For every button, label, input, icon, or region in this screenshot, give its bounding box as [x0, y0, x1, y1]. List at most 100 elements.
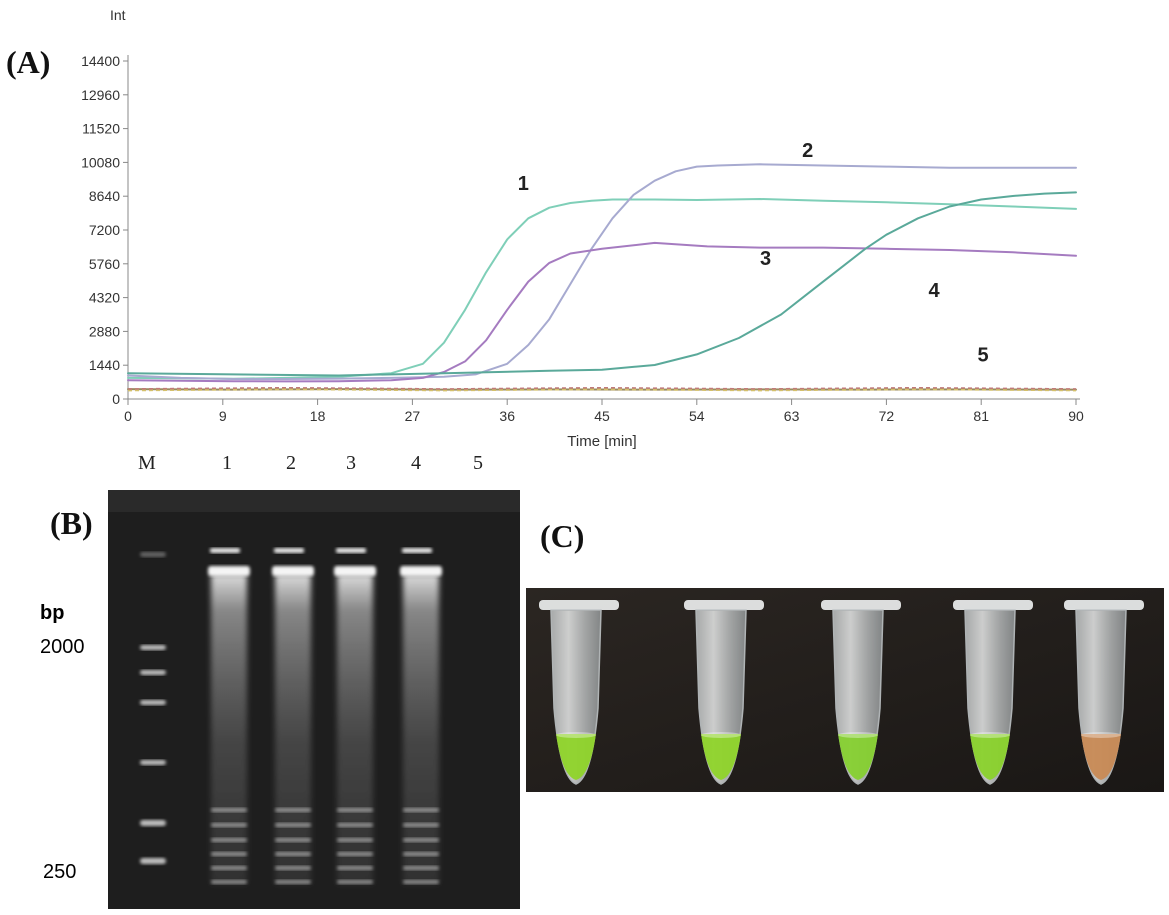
tube-cap — [1064, 600, 1144, 610]
series-annotation-5: 5 — [978, 344, 989, 366]
marker-band — [140, 700, 166, 705]
y-tick-label: 7200 — [89, 222, 120, 238]
ladder-smear — [337, 574, 373, 884]
lane-label-5: 5 — [473, 452, 483, 474]
series-annotation-2: 2 — [802, 140, 813, 162]
top-band — [400, 566, 442, 576]
series-line-4 — [127, 191, 1077, 377]
tube-4 — [953, 600, 1033, 785]
lane-label-4: 4 — [411, 452, 421, 474]
gel-lane-4 — [400, 548, 442, 884]
y-tick-label: 4320 — [89, 290, 120, 306]
panel-b-label: (B) — [50, 505, 93, 541]
smear-band — [403, 880, 439, 884]
gel-lane-1 — [208, 548, 250, 884]
x-tick-label: 72 — [879, 408, 895, 424]
ladder-smear — [275, 574, 311, 884]
gel-background — [108, 490, 520, 909]
smear-band — [211, 823, 247, 827]
smear-band — [403, 808, 439, 812]
liquid-surface — [970, 732, 1010, 738]
lane-label-3: 3 — [346, 452, 356, 474]
gel-lane-2 — [272, 548, 314, 884]
marker-band — [140, 670, 166, 675]
tube-liquid — [556, 734, 596, 780]
tube-cap — [684, 600, 764, 610]
smear-band — [403, 852, 439, 856]
x-axis-label: Time [min] — [567, 433, 636, 450]
top-band — [208, 566, 250, 576]
series-annotation-3: 3 — [760, 248, 771, 270]
smear-band — [337, 852, 373, 856]
smear-band — [275, 808, 311, 812]
ladder-smear — [211, 574, 247, 884]
marker-band — [140, 552, 166, 557]
ladder-smear — [403, 574, 439, 884]
well-band — [274, 548, 304, 553]
smear-band — [403, 866, 439, 870]
lane-label-2: 2 — [286, 452, 296, 474]
y-tick-label: 5760 — [89, 256, 120, 272]
smear-band — [337, 838, 373, 842]
well-band — [210, 548, 240, 553]
tubes-photo — [526, 588, 1164, 792]
x-tick-label: 9 — [219, 408, 227, 424]
marker-band — [140, 645, 166, 650]
marker-band — [140, 760, 166, 765]
tube-liquid — [701, 734, 741, 780]
x-tick-label: 63 — [784, 408, 800, 424]
tube-liquid — [1081, 734, 1121, 780]
liquid-surface — [701, 732, 741, 738]
y-tick-label: 0 — [112, 391, 120, 407]
tube-cap — [953, 600, 1033, 610]
smear-band — [211, 808, 247, 812]
tube-3 — [821, 600, 901, 785]
x-tick-label: 54 — [689, 408, 705, 424]
gel-lane-3 — [334, 548, 376, 884]
marker-2000-label: 2000 — [40, 636, 85, 658]
panel-a-label: (A) — [6, 44, 51, 80]
top-band — [334, 566, 376, 576]
well-band — [402, 548, 432, 553]
marker-250-label: 250 — [43, 861, 77, 883]
smear-band — [211, 880, 247, 884]
tube-5 — [1064, 600, 1144, 785]
y-axis-label: Int — [110, 7, 126, 23]
y-tick-label: 1440 — [89, 357, 120, 373]
smear-band — [275, 880, 311, 884]
series-line-1 — [127, 198, 1077, 380]
series-annotation-4: 4 — [929, 280, 941, 302]
gel-lane-labels: M 1 2 3 4 5 — [0, 450, 600, 480]
smear-band — [403, 838, 439, 842]
series-line-2 — [127, 163, 1077, 380]
series-line-5 — [127, 388, 1077, 391]
x-tick-label: 90 — [1068, 408, 1084, 424]
smear-band — [337, 823, 373, 827]
top-band — [272, 566, 314, 576]
x-tick-label: 36 — [499, 408, 515, 424]
tube-1 — [539, 600, 619, 785]
amplification-chart: Int0144028804320576072008640100801152012… — [81, 7, 1084, 450]
smear-band — [275, 852, 311, 856]
y-tick-label: 12960 — [81, 87, 120, 103]
smear-band — [211, 838, 247, 842]
smear-band — [211, 852, 247, 856]
smear-band — [403, 823, 439, 827]
x-tick-label: 81 — [973, 408, 989, 424]
marker-band — [140, 820, 166, 826]
series-line-3 — [127, 241, 1077, 383]
tube-liquid — [838, 734, 878, 780]
panel-c-label: (C) — [540, 518, 585, 554]
tube-cap — [539, 600, 619, 610]
x-tick-label: 0 — [124, 408, 132, 424]
smear-band — [211, 866, 247, 870]
smear-band — [337, 880, 373, 884]
x-tick-label: 18 — [310, 408, 326, 424]
tube-liquid — [970, 734, 1010, 780]
marker-band — [140, 858, 166, 864]
bp-unit-label: bp — [40, 602, 65, 624]
y-tick-label: 10080 — [81, 154, 120, 170]
smear-band — [337, 808, 373, 812]
liquid-surface — [1081, 732, 1121, 738]
lane-label-1: 1 — [222, 452, 232, 474]
